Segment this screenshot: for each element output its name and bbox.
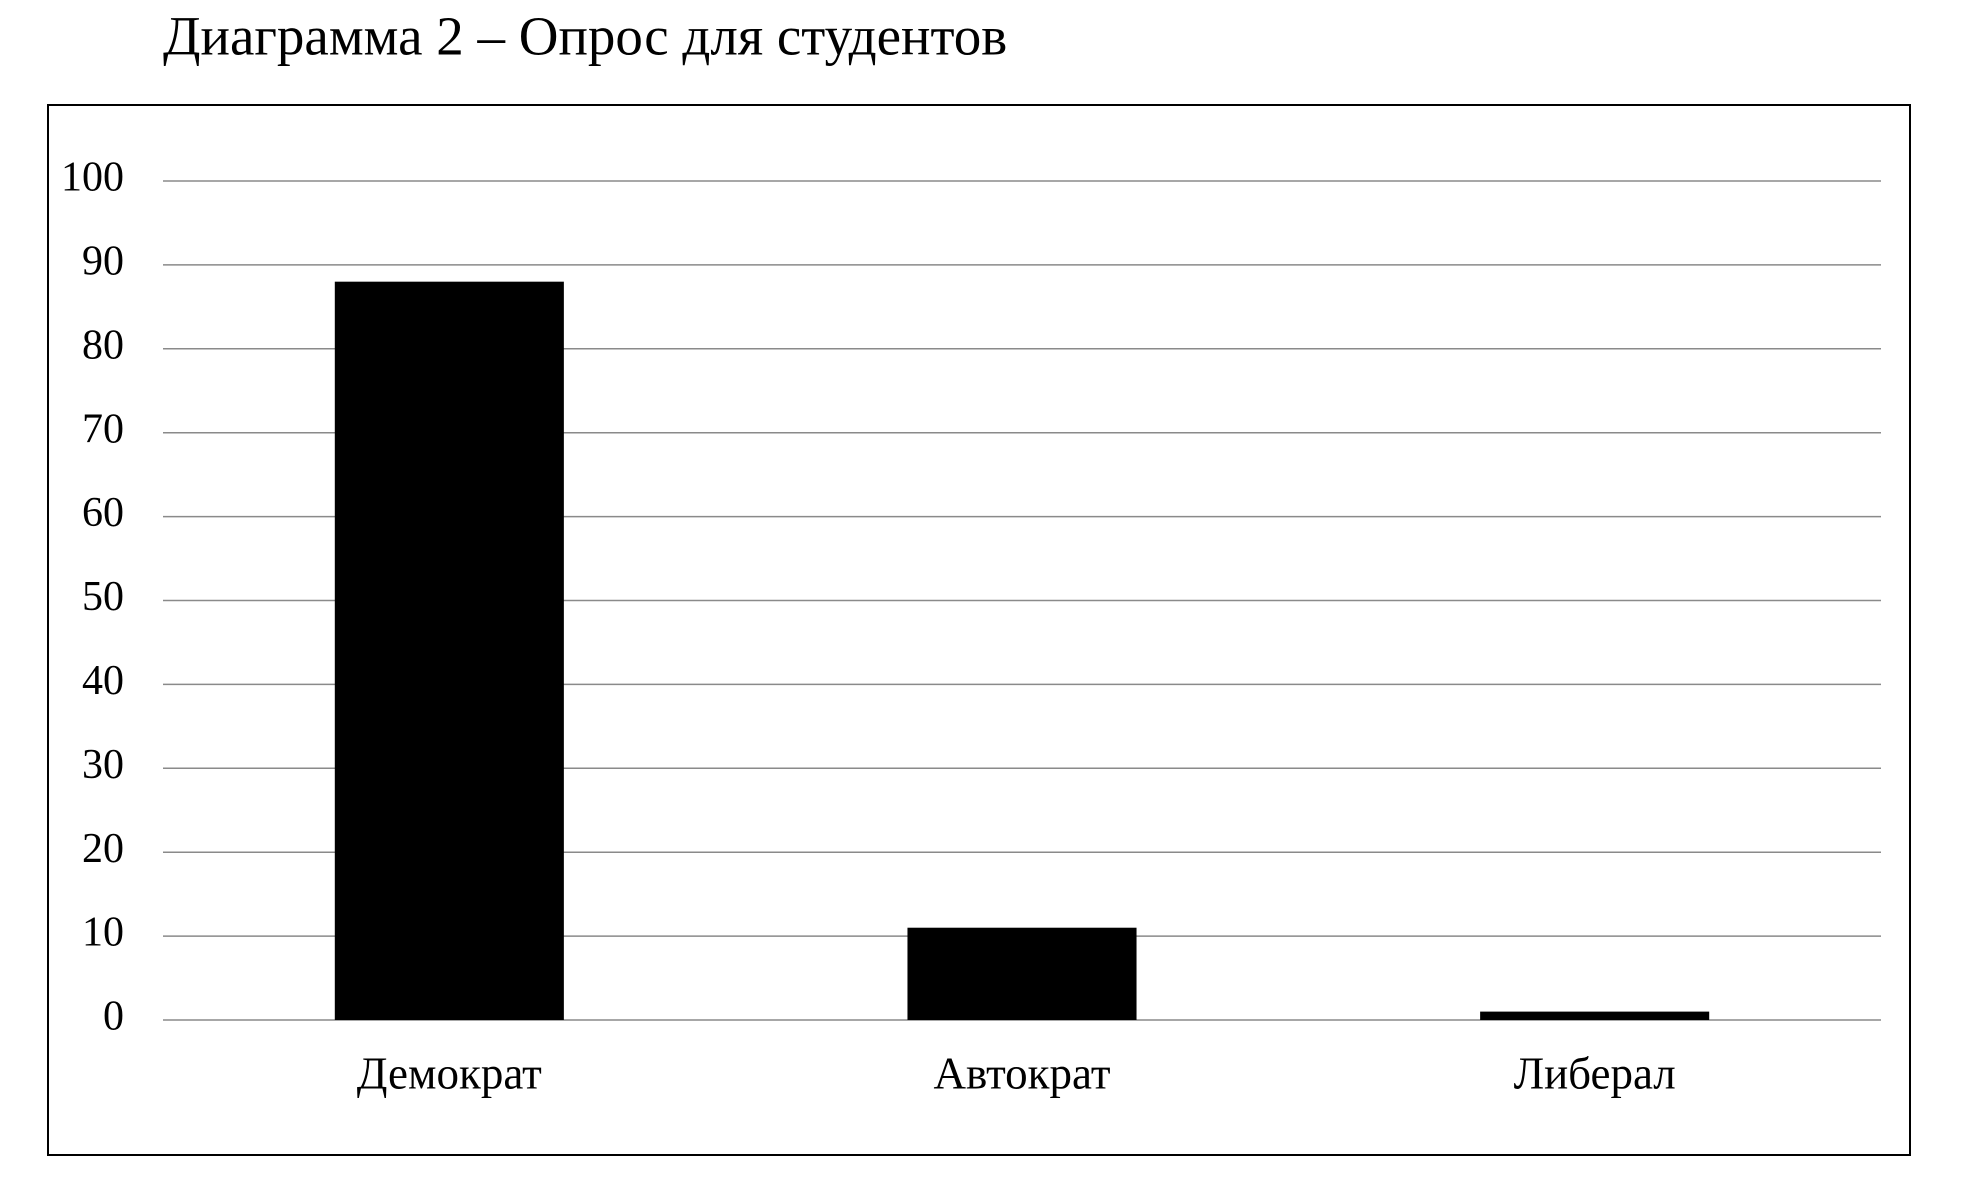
y-tick-label: 60 [82,490,124,536]
y-tick-label: 80 [82,322,124,368]
y-tick-label: 70 [82,406,124,452]
x-tick-label: Демократ [357,1048,542,1098]
y-tick-label: 0 [103,994,124,1040]
x-tick-label: Либерал [1514,1048,1676,1098]
bar [334,281,564,1020]
x-tick-label: Автократ [933,1048,1110,1098]
y-tick-label: 100 [61,155,124,201]
chart-title: Диаграмма 2 – Опрос для студентов [163,6,1007,67]
y-tick-label: 30 [82,742,124,788]
y-tick-label: 50 [82,574,124,620]
chart-frame [47,104,1911,1156]
bar [1480,1011,1710,1020]
y-tick-label: 10 [82,910,124,956]
y-tick-label: 20 [82,826,124,872]
y-tick-label: 40 [82,658,124,704]
y-tick-label: 90 [82,239,124,285]
bar [907,927,1137,1020]
